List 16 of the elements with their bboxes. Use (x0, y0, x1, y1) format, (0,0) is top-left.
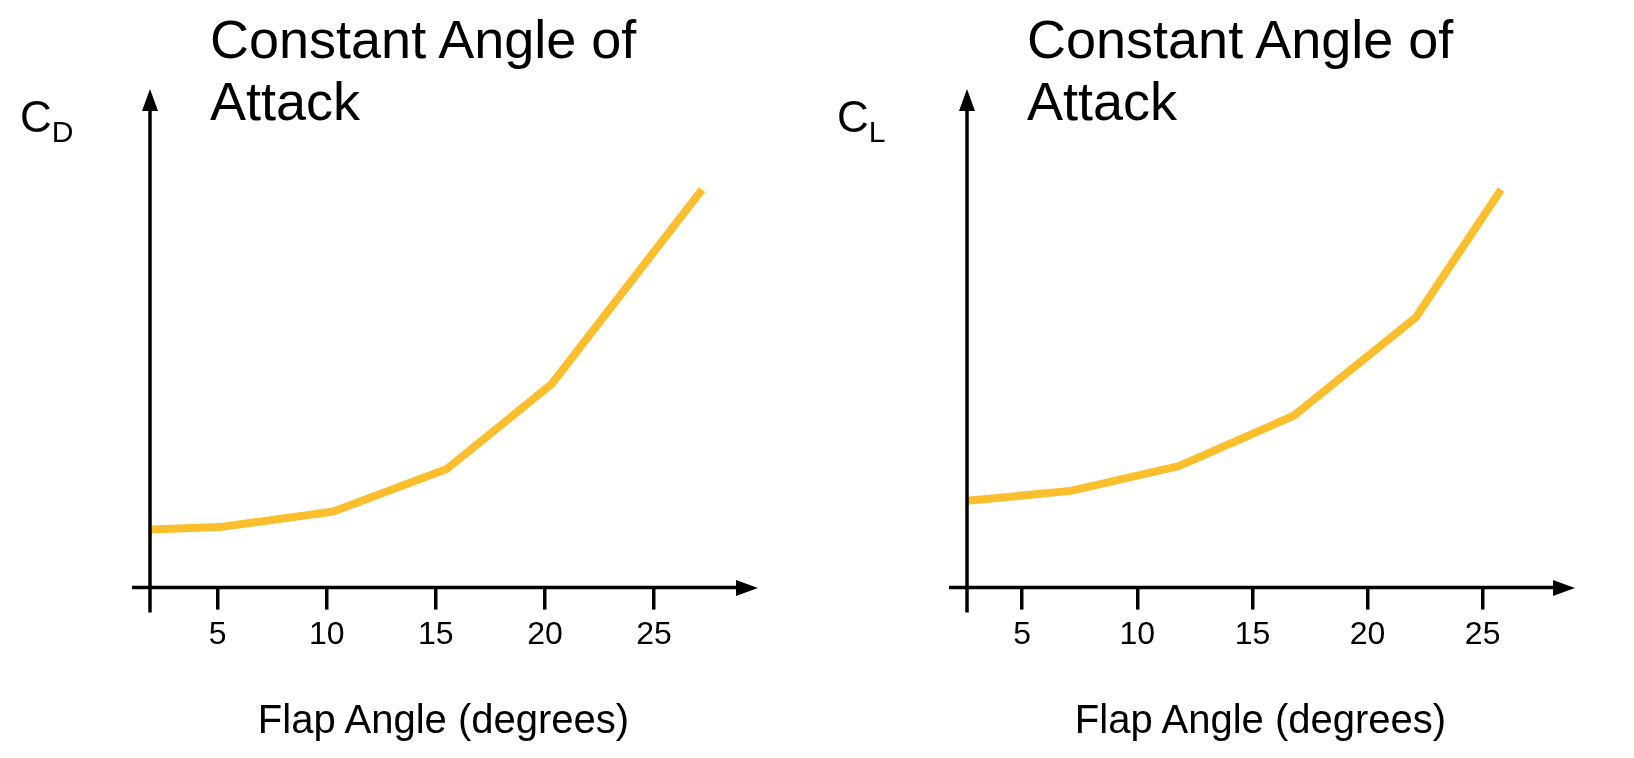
x-tick-label: 10 (308, 614, 345, 651)
x-tick-label: 25 (636, 614, 672, 651)
x-tick-label: 25 (1464, 614, 1501, 651)
y-axis-title: C$_{L}$ (837, 92, 886, 149)
chart-title: Constant Angle of Attack (1027, 8, 1455, 132)
x-tick-label: 5 (1013, 614, 1032, 651)
x-tick-label: 5 (208, 614, 227, 651)
chart-title: Constant Angle of Attack (210, 8, 638, 132)
x-axis-title: Flap Angle (degrees) (1074, 697, 1447, 742)
x-tick-label: 20 (527, 614, 563, 651)
x-tick-label: 20 (1349, 614, 1386, 651)
y-axis-title: C$_{D}$ (20, 92, 74, 149)
x-tick-label: 15 (418, 614, 454, 651)
x-axis-title: Flap Angle (degrees) (257, 697, 630, 742)
x-tick-label: 15 (1234, 614, 1271, 651)
x-tick-label: 10 (1119, 614, 1156, 651)
